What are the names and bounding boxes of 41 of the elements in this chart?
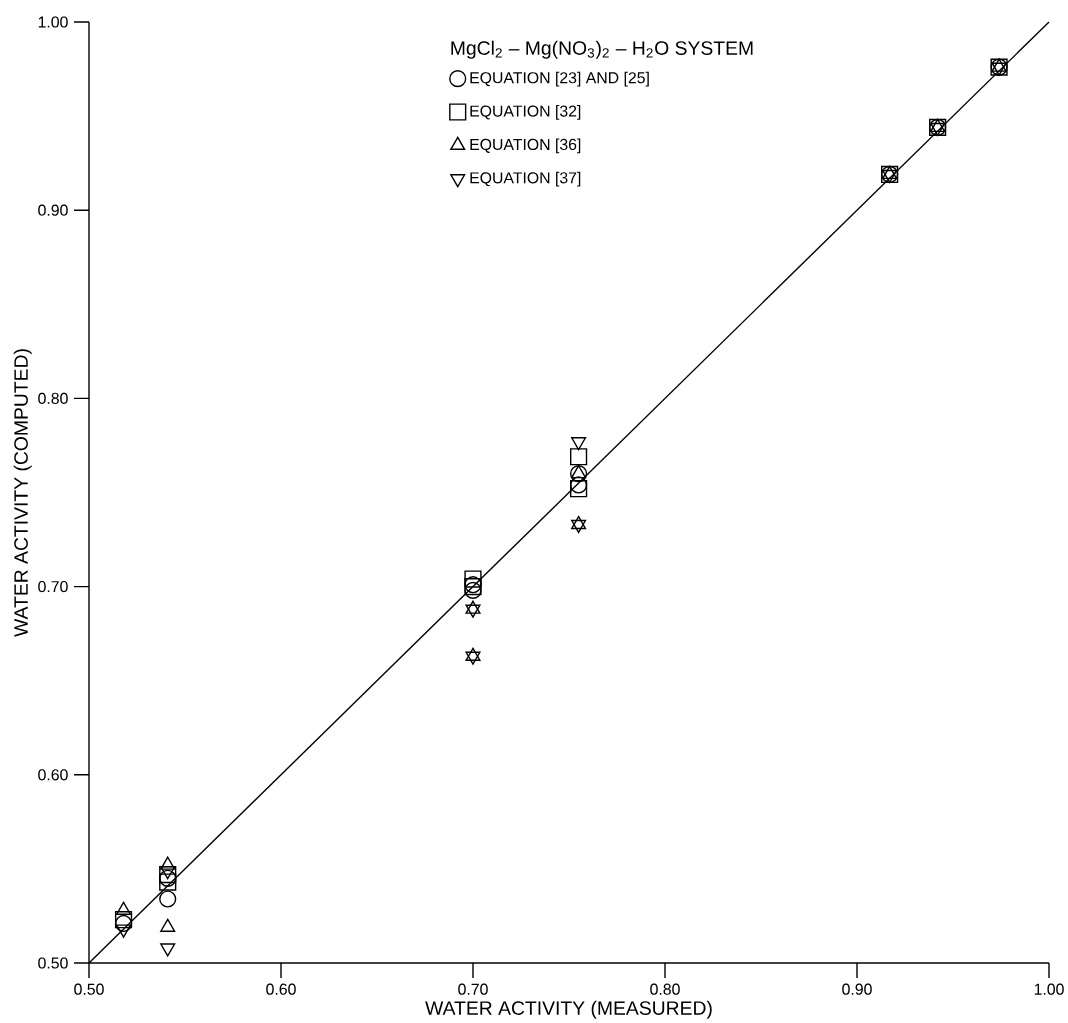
point (464, 570, 482, 588)
point (569, 465, 588, 483)
x-tick-label: 0.60 (266, 983, 296, 995)
y-tick-label: 0.60 (38, 769, 68, 781)
x-tick-label: 0.70 (458, 983, 488, 995)
legend-label: EQUATION [36] (470, 138, 581, 154)
x-tick-label: 0.90 (842, 983, 872, 995)
point (159, 869, 177, 887)
y-axis-title: WATER ACTIVITY (COMPUTED) (13, 349, 32, 637)
point (571, 437, 587, 451)
legend-label: EQUATION [23] AND [25] (470, 71, 649, 87)
point (159, 873, 177, 891)
text: MgCl$_{2}$ – Mg(NO$_{3}$)$_{2}$ – H$_{2}$O SYSTEM (451, 40, 753, 59)
point (930, 122, 946, 137)
point (571, 519, 587, 534)
point (116, 924, 132, 938)
point (159, 890, 177, 908)
x-tick-label: 0.50 (74, 983, 104, 995)
y-tick-label: 0.70 (38, 580, 68, 593)
point (114, 914, 133, 933)
point (159, 865, 177, 884)
y-tick-label: 0.90 (38, 204, 68, 216)
point (569, 476, 588, 494)
point (991, 62, 1007, 76)
point (465, 651, 481, 665)
legend-label: EQUATION [32] (470, 105, 581, 120)
point (569, 480, 588, 498)
y-tick-label: 1.00 (38, 16, 68, 28)
point (114, 911, 133, 929)
x-tick-label: 0.80 (650, 983, 680, 995)
point (882, 169, 898, 184)
point (465, 604, 481, 618)
x-axis-title: WATER ACTIVITY (MEASURED) (425, 1000, 712, 1019)
point (160, 943, 176, 957)
point (569, 448, 588, 466)
x-tick-label: 1.00 (1034, 983, 1064, 995)
legend-label: EQUATION [37] (470, 171, 581, 187)
y-tick-label: 0.80 (38, 392, 68, 405)
y-tick-label: 0.50 (38, 957, 68, 969)
point (464, 581, 482, 599)
point (160, 866, 176, 880)
